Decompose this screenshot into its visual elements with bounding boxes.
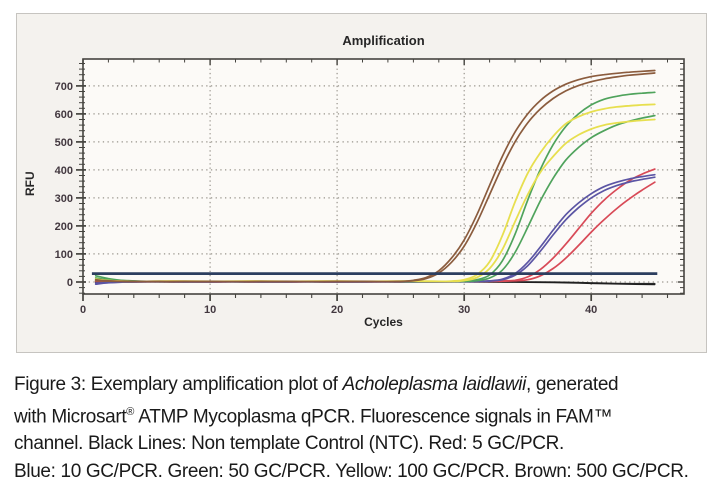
caption-line: Blue: 10 GC/PCR. Green: 50 GC/PCR. Yello… [14,458,716,486]
caption-text: Blue: 10 GC/PCR. Green: 50 GC/PCR. Yello… [14,460,689,482]
y-tick-label: 100 [55,249,73,261]
y-tick-label: 200 [55,221,73,233]
caption-line: with Microsart® ATMP Mycoplasma qPCR. Fl… [14,399,716,431]
y-tick-label: 600 [55,109,73,121]
x-tick-label: 0 [80,304,86,316]
caption-text: ATMP Mycoplasma qPCR. Fluorescence signa… [134,405,613,427]
caption-line: Figure 3: Exemplary amplification plot o… [14,371,716,399]
caption-text: ® [126,405,135,418]
y-tick-label: 0 [67,277,73,289]
x-tick-label: 10 [204,304,216,316]
figure-caption: Figure 3: Exemplary amplification plot o… [14,371,716,485]
plot-area-background [83,59,684,294]
plot-border [82,58,685,295]
caption-text: with Microsart [14,405,127,427]
caption-species-name: Acholeplasma laidlawii [342,374,527,395]
x-axis-label: Cycles [364,315,403,329]
caption-text: channel. Black Lines: Non template Contr… [14,433,564,455]
amplification-plot-frame: 0 10 20 30 40 0 100 200 300 400 500 600 700 Amplific… [16,13,707,353]
y-tick-label: 400 [55,165,73,177]
y-tick-label: 500 [55,137,73,149]
y-tick-label: 700 [55,81,73,93]
chart-title: Amplification [342,33,425,48]
caption-text: , generated [525,374,619,395]
caption-text: Figure 3: Exemplary amplification plot o… [14,374,343,395]
y-axis-label: RFU [23,171,37,197]
x-tick-label: 20 [331,304,343,316]
y-tick-label: 300 [55,193,73,205]
x-tick-label: 40 [585,304,597,316]
amplification-curve [94,72,656,283]
x-tick-label: 30 [458,304,470,316]
caption-line: channel. Black Lines: Non template Contr… [14,430,716,458]
